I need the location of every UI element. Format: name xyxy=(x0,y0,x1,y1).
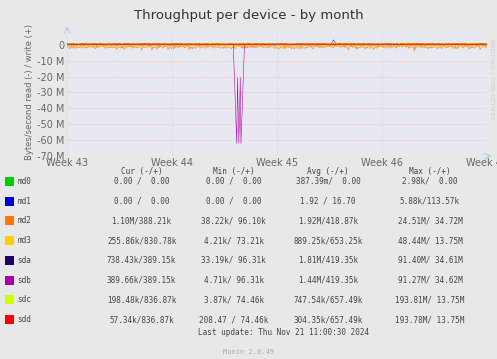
Text: 747.54k/657.49k: 747.54k/657.49k xyxy=(293,295,363,304)
Text: 208.47 / 74.46k: 208.47 / 74.46k xyxy=(199,315,268,324)
Text: 91.27M/ 34.62M: 91.27M/ 34.62M xyxy=(398,275,462,285)
Text: 304.35k/657.49k: 304.35k/657.49k xyxy=(293,315,363,324)
Text: 255.86k/830.78k: 255.86k/830.78k xyxy=(107,236,176,245)
Text: Throughput per device - by month: Throughput per device - by month xyxy=(134,9,363,22)
Text: md1: md1 xyxy=(17,196,31,206)
Text: Max (-/+): Max (-/+) xyxy=(409,167,451,176)
Text: 2.98k/  0.00: 2.98k/ 0.00 xyxy=(402,177,458,186)
Text: Cur (-/+): Cur (-/+) xyxy=(121,167,163,176)
Text: 389.66k/389.15k: 389.66k/389.15k xyxy=(107,275,176,285)
Text: 193.81M/ 13.75M: 193.81M/ 13.75M xyxy=(395,295,465,304)
Text: Min (-/+): Min (-/+) xyxy=(213,167,254,176)
Text: 91.40M/ 34.61M: 91.40M/ 34.61M xyxy=(398,256,462,265)
Text: 38.22k/ 96.10k: 38.22k/ 96.10k xyxy=(201,216,266,225)
Text: sdd: sdd xyxy=(17,315,31,324)
Text: 5.88k/113.57k: 5.88k/113.57k xyxy=(400,196,460,206)
Text: 0.00 /  0.00: 0.00 / 0.00 xyxy=(114,196,169,206)
Text: 33.19k/ 96.31k: 33.19k/ 96.31k xyxy=(201,256,266,265)
Text: 57.34k/836.87k: 57.34k/836.87k xyxy=(109,315,174,324)
Text: 1.44M/419.35k: 1.44M/419.35k xyxy=(298,275,358,285)
Text: 4.71k/ 96.31k: 4.71k/ 96.31k xyxy=(204,275,263,285)
Text: Munin 2.0.49: Munin 2.0.49 xyxy=(223,349,274,355)
Text: 0.00 /  0.00: 0.00 / 0.00 xyxy=(206,177,261,186)
Text: 3.87k/ 74.46k: 3.87k/ 74.46k xyxy=(204,295,263,304)
Text: 1.92M/418.87k: 1.92M/418.87k xyxy=(298,216,358,225)
Text: md2: md2 xyxy=(17,216,31,225)
Text: 1.92 / 16.70: 1.92 / 16.70 xyxy=(300,196,356,206)
Text: md0: md0 xyxy=(17,177,31,186)
Text: 1.10M/388.21k: 1.10M/388.21k xyxy=(112,216,171,225)
Text: Avg (-/+): Avg (-/+) xyxy=(307,167,349,176)
Text: RRDTOOL / TOBI OETIKER: RRDTOOL / TOBI OETIKER xyxy=(490,39,495,119)
Text: 889.25k/653.25k: 889.25k/653.25k xyxy=(293,236,363,245)
Text: 48.44M/ 13.75M: 48.44M/ 13.75M xyxy=(398,236,462,245)
Text: sdb: sdb xyxy=(17,275,31,285)
Text: 198.48k/836.87k: 198.48k/836.87k xyxy=(107,295,176,304)
Text: 387.39m/  0.00: 387.39m/ 0.00 xyxy=(296,177,360,186)
Text: 738.43k/389.15k: 738.43k/389.15k xyxy=(107,256,176,265)
Text: 0.00 /  0.00: 0.00 / 0.00 xyxy=(114,177,169,186)
Text: sdc: sdc xyxy=(17,295,31,304)
Text: md3: md3 xyxy=(17,236,31,245)
Text: 193.78M/ 13.75M: 193.78M/ 13.75M xyxy=(395,315,465,324)
Text: 4.21k/ 73.21k: 4.21k/ 73.21k xyxy=(204,236,263,245)
Y-axis label: Bytes/second read (-) / write (+): Bytes/second read (-) / write (+) xyxy=(25,24,34,160)
Text: 24.51M/ 34.72M: 24.51M/ 34.72M xyxy=(398,216,462,225)
Text: 0.00 /  0.00: 0.00 / 0.00 xyxy=(206,196,261,206)
Text: sda: sda xyxy=(17,256,31,265)
Text: 1.81M/419.35k: 1.81M/419.35k xyxy=(298,256,358,265)
Text: Last update: Thu Nov 21 11:00:30 2024: Last update: Thu Nov 21 11:00:30 2024 xyxy=(198,328,369,337)
